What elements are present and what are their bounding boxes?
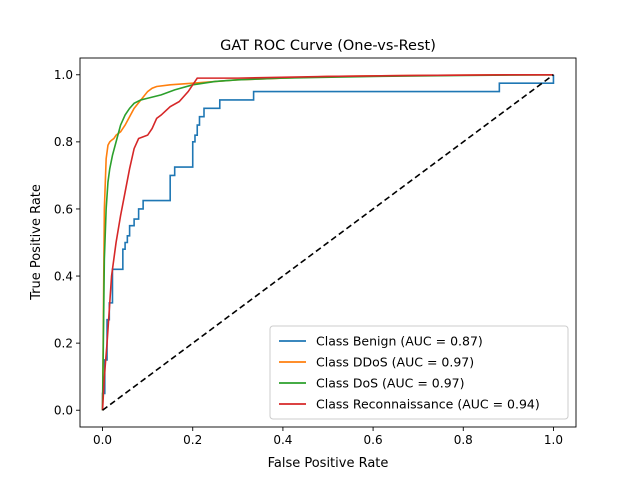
x-tick-label: 0.4 (273, 433, 292, 447)
plot-area: 0.0 0.2 0.4 0.6 0.8 1.0 0.0 0.2 0.4 0.6 0.8 1.0 Clas… (54, 57, 577, 447)
x-tick-label: 0.6 (364, 433, 383, 447)
y-tick-label: 0.4 (54, 269, 73, 283)
y-axis-label: True Positive Rate (29, 184, 44, 301)
roc-line-2 (101, 73, 554, 411)
x-tick-label: 0.8 (454, 433, 473, 447)
legend-box (269, 325, 569, 420)
legend-label: Class Reconnaissance (AUC = 0.94) (316, 397, 540, 412)
x-tick-label: 1.0 (544, 433, 563, 447)
y-tick-label: 0.8 (54, 135, 73, 149)
axes-frame (79, 57, 577, 428)
y-tick-label: 0.2 (54, 336, 73, 350)
legend-label: Class DoS (AUC = 0.97) (316, 376, 464, 391)
y-tick-label: 0.0 (54, 404, 73, 418)
roc-line-3 (101, 73, 554, 411)
x-axis-label: False Positive Rate (268, 456, 389, 471)
x-tick-label: 0.2 (183, 433, 202, 447)
legend: Class Benign (AUC = 0.87) Class DDoS (AUC… (269, 325, 569, 420)
chart-title: GAT ROC Curve (One-vs-Rest) (220, 38, 436, 54)
y-tick-label: 1.0 (54, 68, 73, 82)
x-tick-label: 0.0 (93, 433, 112, 447)
legend-label: Class DDoS (AUC = 0.97) (316, 355, 474, 370)
y-tick-label: 0.6 (54, 202, 73, 216)
chance-line (102, 74, 554, 411)
legend-label: Class Benign (AUC = 0.87) (316, 334, 483, 349)
roc-line-0 (101, 74, 555, 411)
